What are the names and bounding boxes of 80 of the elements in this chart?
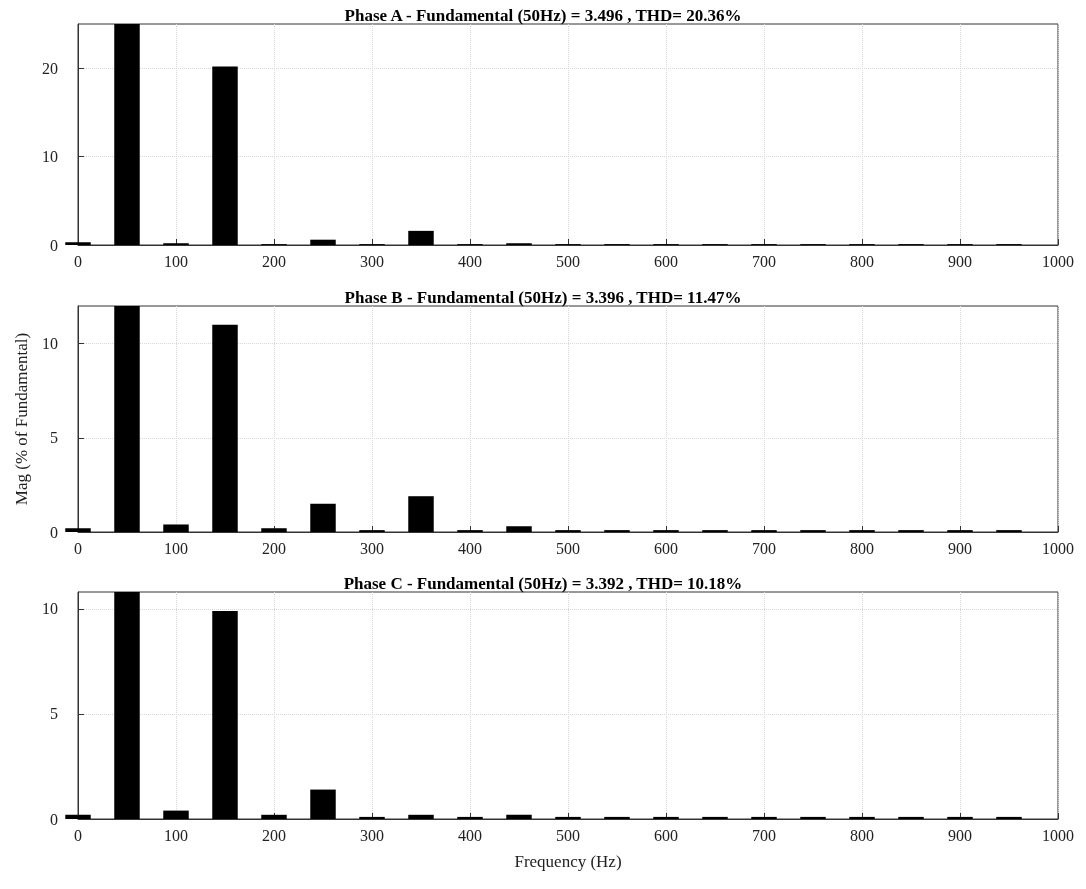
x-tick-label: 700	[752, 539, 776, 557]
bar	[310, 503, 336, 532]
x-tick-label: 600	[654, 826, 678, 844]
bar	[555, 816, 581, 819]
bar	[212, 610, 238, 819]
bar	[604, 816, 630, 819]
bar	[310, 789, 336, 819]
x-tick-label: 200	[262, 539, 286, 557]
x-tick-label: 800	[850, 826, 874, 844]
x-tick-label: 700	[752, 252, 776, 270]
bar	[212, 66, 238, 245]
bar	[408, 814, 434, 819]
x-tick-label: 800	[850, 539, 874, 557]
bar	[898, 816, 924, 819]
y-tick-label: 5	[50, 705, 58, 723]
bar	[457, 816, 483, 819]
bar	[653, 816, 679, 819]
bar	[359, 816, 385, 819]
bar	[506, 814, 532, 819]
x-tick-label: 300	[360, 252, 384, 270]
y-tick-label: 20	[42, 59, 58, 77]
chart-title: Phase B - Fundamental (50Hz) = 3.396 , THD= 11.47%	[344, 288, 742, 307]
bar	[261, 528, 287, 532]
x-axis-title: Frequency (Hz)	[514, 852, 622, 871]
x-tick-label: 600	[654, 252, 678, 270]
bar	[408, 230, 434, 245]
x-tick-label: 1000	[1042, 252, 1074, 270]
x-tick-label: 1000	[1042, 539, 1074, 557]
bar	[261, 814, 287, 819]
bar	[751, 816, 777, 819]
bar	[310, 239, 336, 245]
bar	[65, 242, 91, 245]
bar	[114, 306, 140, 532]
y-tick-label: 0	[50, 810, 58, 828]
x-tick-label: 400	[458, 252, 482, 270]
bar	[849, 816, 875, 819]
x-tick-label: 0	[74, 826, 82, 844]
y-tick-label: 0	[50, 236, 58, 254]
x-tick-label: 900	[948, 826, 972, 844]
x-tick-label: 300	[360, 539, 384, 557]
bar	[408, 496, 434, 532]
bar	[506, 526, 532, 532]
bar	[163, 810, 189, 819]
x-tick-label: 0	[74, 252, 82, 270]
bar	[114, 24, 140, 245]
bar	[114, 592, 140, 819]
x-tick-label: 400	[458, 539, 482, 557]
x-tick-label: 500	[556, 539, 580, 557]
bar	[800, 816, 826, 819]
bar	[163, 524, 189, 532]
x-tick-label: 500	[556, 252, 580, 270]
x-tick-label: 100	[164, 252, 188, 270]
bar	[65, 528, 91, 532]
y-tick-label: 10	[42, 148, 58, 166]
bar	[702, 816, 728, 819]
x-tick-label: 400	[458, 826, 482, 844]
chart-title: Phase A - Fundamental (50Hz) = 3.496 , THD= 20.36%	[344, 6, 742, 25]
x-tick-label: 200	[262, 252, 286, 270]
chart-title: Phase C - Fundamental (50Hz) = 3.392 , THD= 10.18%	[343, 574, 743, 593]
x-tick-label: 900	[948, 252, 972, 270]
y-tick-label: 0	[50, 523, 58, 541]
x-tick-label: 1000	[1042, 826, 1074, 844]
x-tick-label: 700	[752, 826, 776, 844]
x-tick-label: 600	[654, 539, 678, 557]
bar	[947, 816, 973, 819]
x-tick-label: 100	[164, 826, 188, 844]
x-tick-label: 300	[360, 826, 384, 844]
x-tick-label: 100	[164, 539, 188, 557]
bar	[212, 324, 238, 532]
bar	[996, 816, 1022, 819]
y-tick-label: 10	[42, 600, 58, 618]
y-axis-title: Mag (% of Fundamental)	[12, 332, 31, 506]
x-tick-label: 0	[74, 539, 82, 557]
x-tick-label: 900	[948, 539, 972, 557]
x-tick-label: 200	[262, 826, 286, 844]
bar	[65, 814, 91, 819]
x-tick-label: 500	[556, 826, 580, 844]
x-tick-label: 800	[850, 252, 874, 270]
y-tick-label: 5	[50, 429, 58, 447]
y-tick-label: 10	[42, 335, 58, 353]
